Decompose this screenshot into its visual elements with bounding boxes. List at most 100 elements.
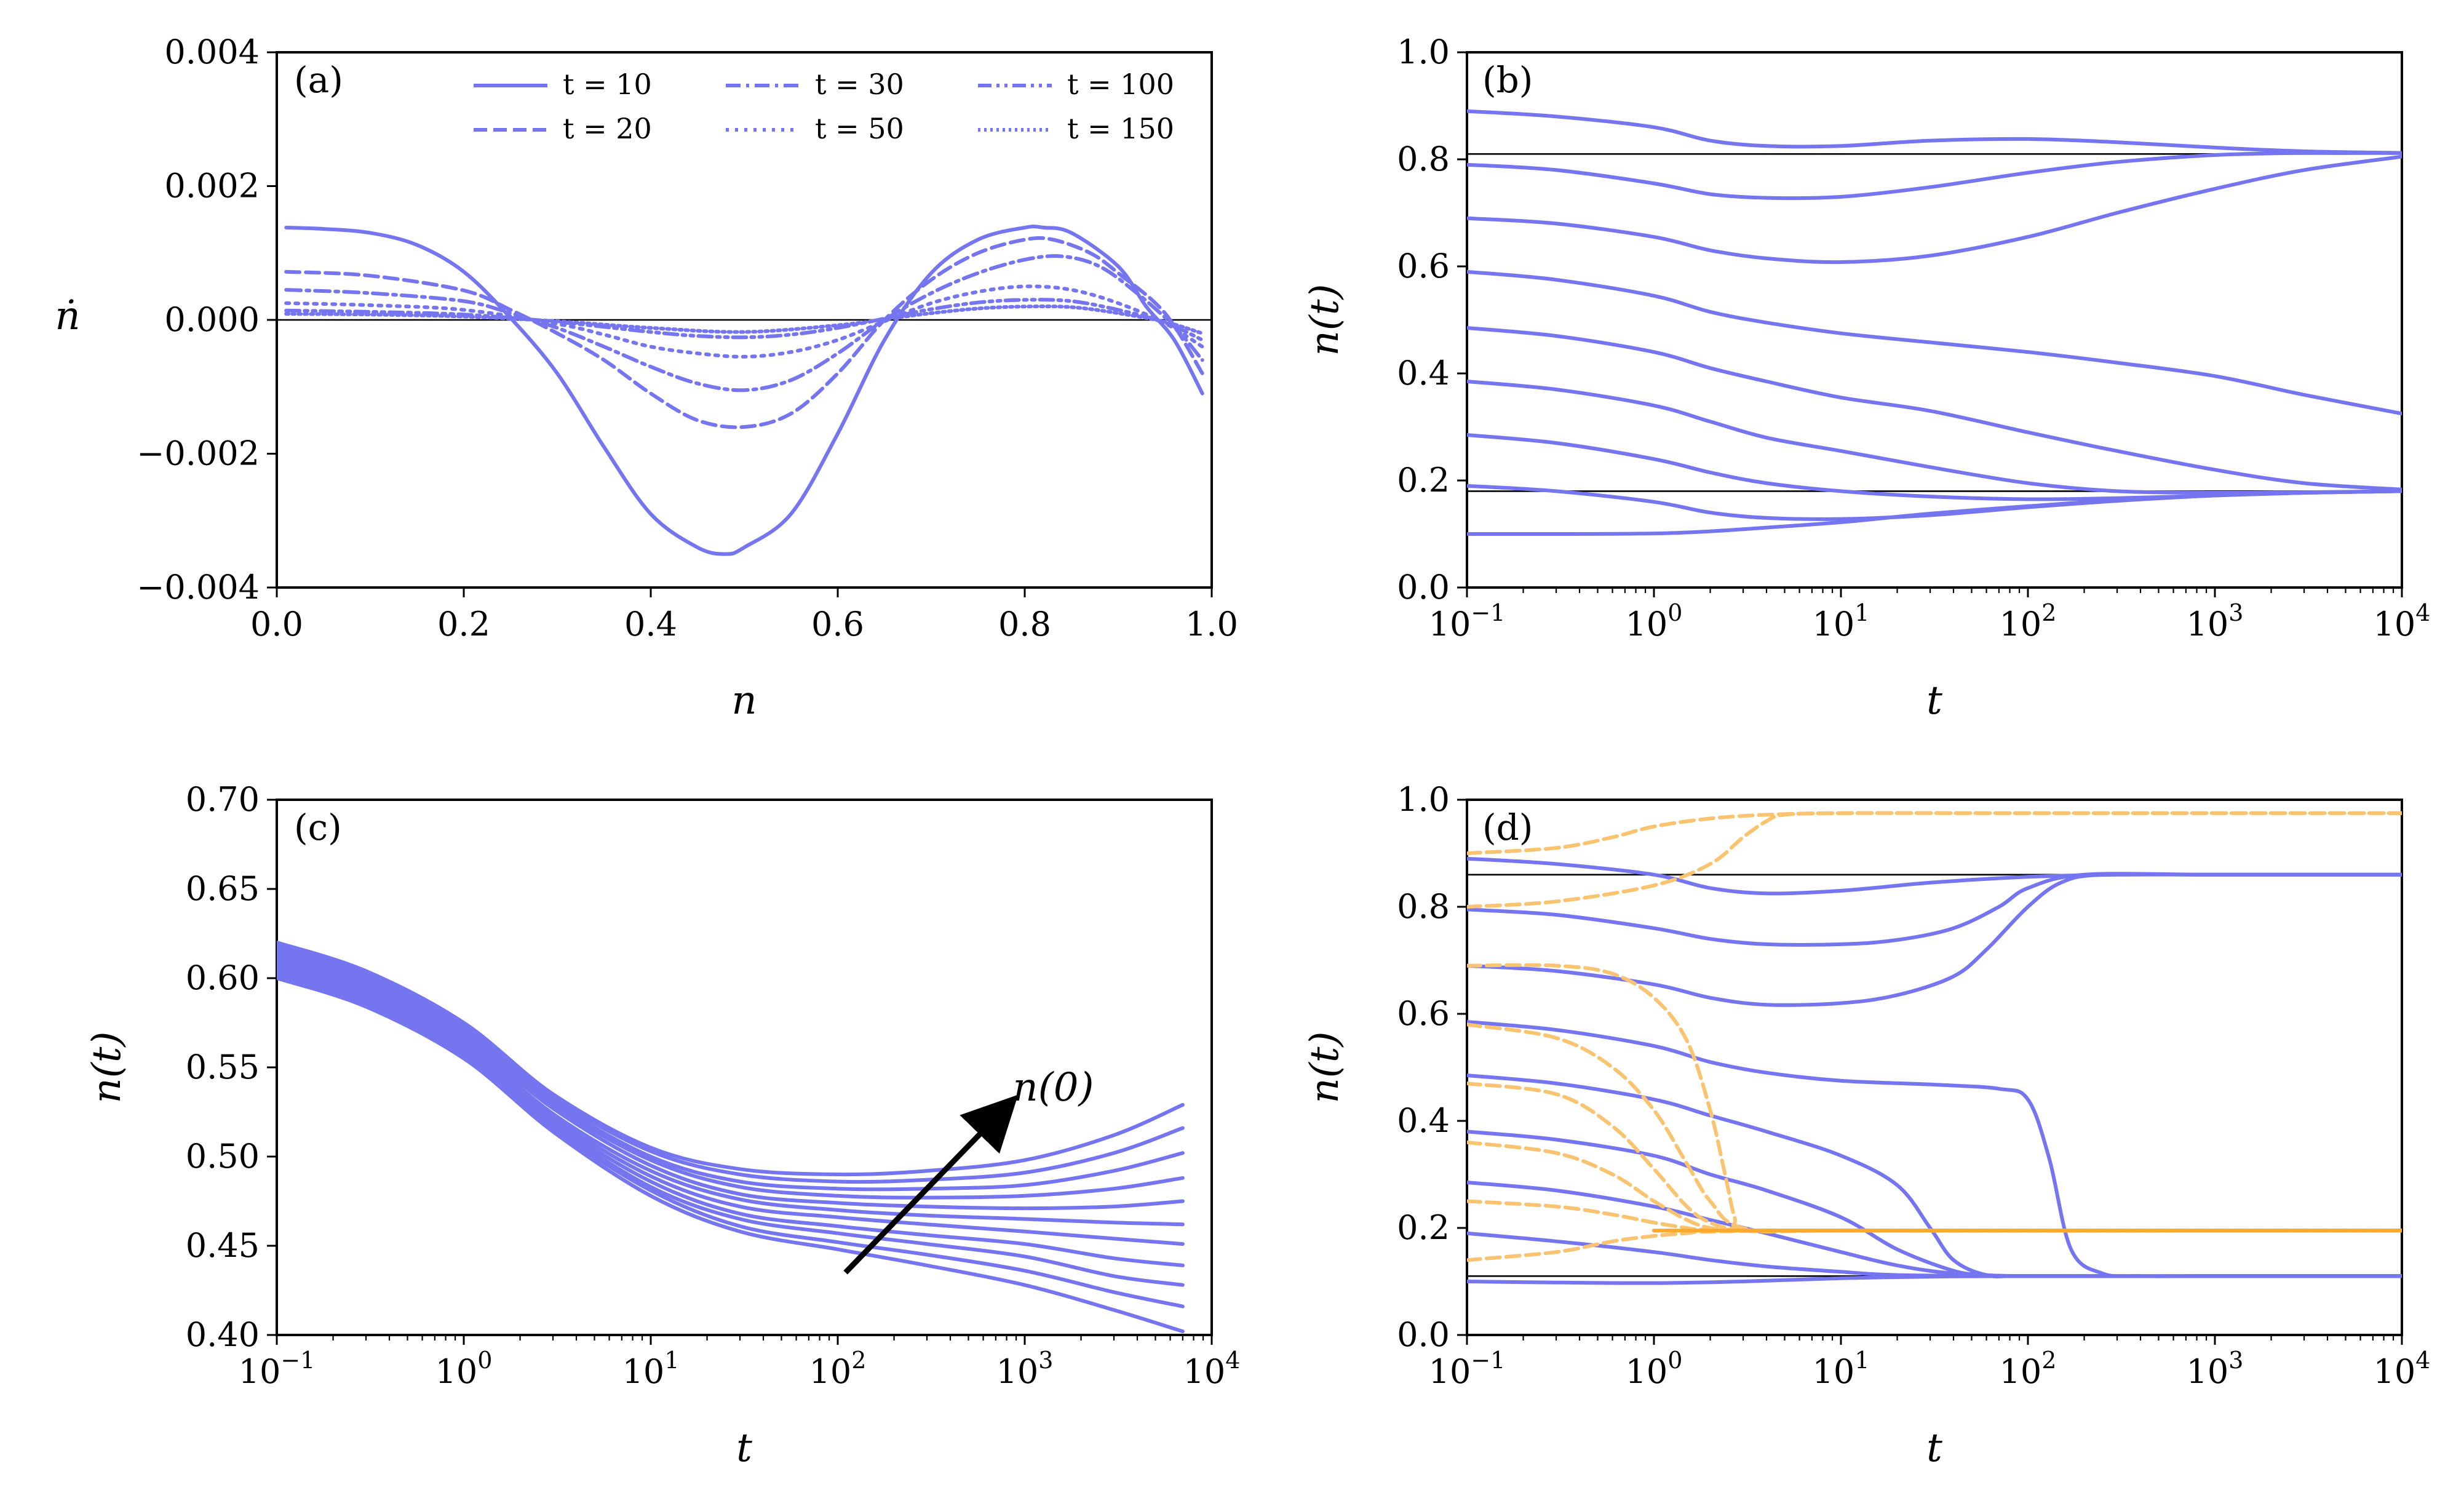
panel-d-series-line [1467, 1022, 2402, 1233]
panel-d-series-line [1467, 1082, 2402, 1233]
panel-a-ytick-label: 0.004 [164, 33, 260, 71]
panel-c-xtick-label: 100 [435, 1347, 493, 1391]
panel-b-xtick-label: 10−1 [1429, 599, 1506, 643]
panel-b: (b) t n(t) 10−1 100 101 102 103 104 0.0 0.2 0.4 0… [1302, 33, 2430, 723]
panel-a-ytick-label: 0.002 [164, 167, 260, 205]
panel-c-xtick-label: 101 [622, 1347, 680, 1391]
panel-a-ytick-label: −0.002 [137, 434, 260, 473]
panel-a-label: (a) [294, 59, 343, 101]
panel-d-series-line [1467, 1130, 2402, 1278]
panel-d-ytick-label: 0.6 [1397, 994, 1450, 1033]
panel-d-plot-area [1467, 811, 2402, 1285]
legend-label: t = 100 [1067, 68, 1174, 101]
panel-c-xlabel: t [736, 1425, 752, 1471]
panel-d-series-line [1467, 963, 2402, 1233]
panel-b-xtick-label: 103 [2187, 599, 2244, 643]
panel-c-series-line [277, 941, 1185, 1177]
legend-label: t = 50 [815, 112, 904, 145]
panel-a-series-line [284, 304, 1204, 335]
panel-d-series-line [1467, 872, 2402, 947]
panel-d-ytick-label: 0.8 [1397, 887, 1450, 926]
panel-a-series-line [284, 236, 1204, 429]
panel-c-label: (c) [294, 807, 342, 848]
panel-a-xtick-label: 1.0 [1185, 605, 1238, 643]
panel-d-series-line [1467, 872, 2402, 1007]
panel-c-series-line [277, 951, 1185, 1200]
panel-c-plot-area [277, 941, 1185, 1334]
panel-d-ytick-label: 0.4 [1397, 1101, 1450, 1140]
panel-c-ytick-label: 0.40 [186, 1315, 260, 1354]
panel-a-ylabel: ṅ [55, 293, 80, 339]
panel-d-xtick-label: 100 [1626, 1347, 1683, 1391]
panel-d-frame [1466, 799, 2403, 1336]
panel-c-xtick-label: 10−1 [239, 1347, 316, 1391]
panel-a-ytick-label: −0.004 [137, 568, 260, 607]
panel-d-series-line [1467, 1199, 2402, 1233]
panel-b-plot-area [1467, 109, 2402, 536]
panel-a-ytick-label: 0.000 [164, 300, 260, 339]
panel-b-series-line [1467, 489, 2402, 536]
panel-c-ytick-label: 0.60 [186, 958, 260, 997]
panel-d-xtick-label: 104 [2374, 1347, 2431, 1391]
panel-c-xtick-label: 103 [996, 1347, 1054, 1391]
panel-b-series-line [1467, 151, 2402, 201]
panel-b-ytick-label: 0.4 [1397, 354, 1450, 392]
panel-b-ytick-label: 0.0 [1397, 568, 1450, 607]
panel-a-plot-area [277, 225, 1212, 556]
panel-c-series-line [277, 965, 1185, 1267]
panel-c-ytick-label: 0.65 [186, 869, 260, 908]
panel-b-xlabel: t [1926, 678, 1942, 723]
panel-c-ytick-label: 0.45 [186, 1226, 260, 1265]
panel-b-ytick-label: 0.8 [1397, 140, 1450, 178]
panel-c: (c) t n(t) 10−1 100 101 102 103 104 0.40 0.45 0.… [84, 780, 1240, 1471]
panel-c-xtick-label: 104 [1183, 1347, 1241, 1391]
panel-c-series-line [277, 976, 1185, 1334]
panel-b-xtick-label: 102 [2000, 599, 2057, 643]
panel-b-series-line [1467, 269, 2402, 416]
panel-a-series-line [284, 254, 1204, 392]
panel-b-ylabel: n(t) [1302, 284, 1348, 356]
panel-c-series-line [277, 947, 1185, 1192]
panel-d: (d) t n(t) 10−1 100 101 102 103 104 0.0 0.2 0.4 0… [1302, 780, 2430, 1471]
panel-b-series-line [1467, 326, 2402, 492]
panel-d-ylabel: n(t) [1302, 1032, 1348, 1104]
panel-c-arrow [843, 1094, 1019, 1275]
panel-c-series-line [277, 944, 1185, 1184]
panel-d-label: (d) [1482, 807, 1533, 848]
panel-b-ytick-label: 0.6 [1397, 247, 1450, 285]
panel-b-series-line [1467, 154, 2402, 265]
panel-a: (a) n ṅ t = 10t = 20t = 30t = 50t = 100t… [55, 33, 1238, 723]
legend-label: t = 10 [563, 68, 652, 101]
panel-a-series-line [284, 225, 1204, 556]
panel-a-xtick-label: 0.2 [437, 605, 490, 643]
panel-c-series-line [277, 955, 1185, 1211]
panel-c-annotation: n(0) [1013, 1065, 1094, 1110]
panel-b-xtick-label: 101 [1813, 599, 1870, 643]
panel-c-xtick-label: 102 [809, 1347, 867, 1391]
panel-c-series-line [277, 962, 1185, 1246]
panel-d-ytick-label: 0.0 [1397, 1315, 1450, 1354]
legend-label: t = 20 [563, 112, 652, 145]
panel-c-ytick-label: 0.70 [186, 780, 260, 819]
panel-d-series-line [1467, 811, 2402, 909]
panel-a-xtick-label: 0.0 [250, 605, 303, 643]
panel-d-series-line [1467, 811, 2402, 855]
panel-b-frame [1466, 51, 2403, 589]
panel-d-series-line [1467, 1140, 2402, 1233]
panel-c-series-line [277, 969, 1185, 1287]
panel-d-series-line [1467, 1274, 2402, 1285]
panel-c-ytick-label: 0.50 [186, 1137, 260, 1176]
panel-b-series-line [1467, 380, 2402, 495]
panel-d-xtick-label: 101 [1813, 1347, 1870, 1391]
panel-a-legend: t = 10 t = 20 t = 30 t = 50 t = 100 t = 150 [474, 68, 1174, 145]
panel-d-series-line [1467, 1020, 2402, 1278]
panel-c-series-line [277, 973, 1185, 1309]
panel-b-xtick-label: 100 [1626, 599, 1683, 643]
panel-b-label: (b) [1482, 59, 1533, 101]
legend-label: t = 150 [1067, 112, 1174, 145]
panel-b-ytick-label: 0.2 [1397, 461, 1450, 500]
panel-a-xtick-label: 0.6 [811, 605, 864, 643]
panel-c-ytick-label: 0.55 [186, 1048, 260, 1086]
legend-label: t = 30 [815, 68, 904, 101]
panel-b-ytick-label: 1.0 [1397, 33, 1450, 71]
